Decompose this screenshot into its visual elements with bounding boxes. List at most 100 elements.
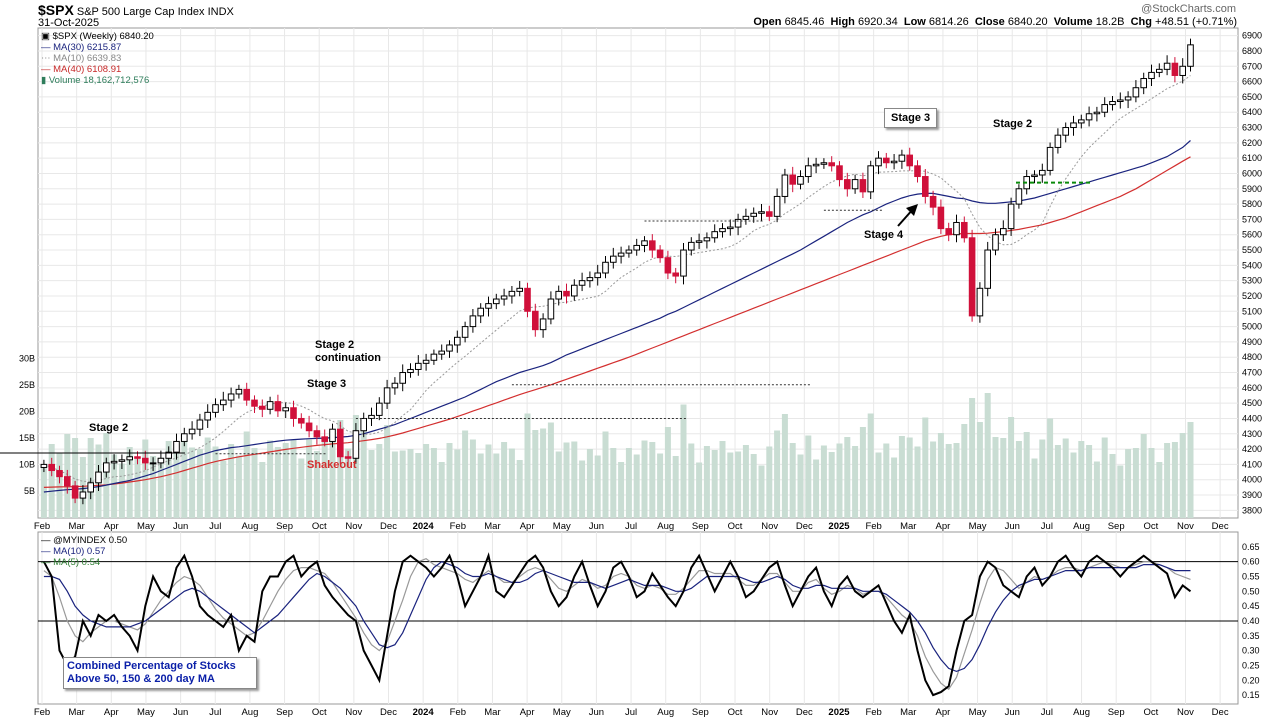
candle-down bbox=[290, 400, 297, 427]
candle-body bbox=[805, 165, 812, 178]
candle-body bbox=[235, 388, 243, 395]
price-x-tick-label: Nov bbox=[761, 521, 778, 532]
indicator-x-tick-label: Dec bbox=[380, 707, 397, 718]
price-x-tick-label: Jun bbox=[589, 521, 604, 532]
price-x-tick-label: Oct bbox=[312, 521, 327, 532]
candle-body bbox=[1101, 104, 1109, 113]
volume-bar bbox=[984, 393, 991, 518]
candle-down bbox=[945, 222, 953, 242]
volume-bar bbox=[384, 425, 391, 518]
indicator-tick-label: 0.30 bbox=[1242, 646, 1260, 656]
candle-body bbox=[563, 290, 570, 297]
candle-up bbox=[500, 288, 508, 306]
volume-bar bbox=[423, 444, 430, 518]
candle-body bbox=[1109, 101, 1116, 106]
volume-bar bbox=[1148, 448, 1155, 518]
annotation-stage2-2025: Stage 2 bbox=[993, 118, 1033, 130]
candle-body bbox=[1179, 65, 1187, 76]
volume-bar bbox=[805, 435, 812, 518]
volume-bar bbox=[688, 443, 695, 518]
candle-up bbox=[984, 241, 992, 297]
candle-up bbox=[469, 308, 477, 333]
candle-up bbox=[212, 398, 219, 418]
candle-down bbox=[305, 415, 313, 438]
candle-body bbox=[789, 174, 797, 185]
candle-up bbox=[477, 303, 484, 324]
volume-bar bbox=[852, 446, 859, 518]
volume-bar bbox=[594, 455, 601, 518]
candle-body bbox=[851, 179, 859, 190]
price-x-tick-label: 2024 bbox=[413, 521, 435, 532]
candle-body bbox=[929, 195, 937, 208]
candle-body bbox=[305, 422, 313, 432]
indicator-tick-label: 0.60 bbox=[1242, 557, 1260, 567]
candle-up bbox=[485, 296, 492, 317]
candle-down bbox=[71, 480, 79, 504]
candle-body bbox=[376, 402, 383, 416]
candle-body bbox=[251, 399, 258, 407]
price-x-tick-label: Apr bbox=[936, 521, 951, 532]
candle-up bbox=[1054, 128, 1062, 154]
candle-body bbox=[555, 290, 563, 300]
volume-bar bbox=[1125, 449, 1132, 518]
indicator-x-tick-label: Aug bbox=[1073, 707, 1090, 718]
volume-bar bbox=[672, 456, 679, 518]
candle-body bbox=[547, 298, 555, 320]
volume-bar bbox=[579, 460, 586, 518]
chg-value: +48.51 (+0.71%) bbox=[1155, 16, 1237, 28]
volume-bar bbox=[438, 462, 445, 518]
candle-up bbox=[547, 291, 555, 325]
legend-ma30-text: MA(30) 6215.87 bbox=[53, 42, 122, 53]
volume-bar bbox=[189, 447, 196, 518]
candle-body bbox=[1070, 122, 1077, 129]
high-value: 6920.34 bbox=[857, 16, 898, 28]
candle-body bbox=[321, 436, 328, 442]
candle-down bbox=[656, 245, 664, 263]
ma40-line bbox=[43, 156, 1191, 488]
volume-bar bbox=[930, 441, 937, 518]
candle-up bbox=[446, 340, 453, 358]
volume-bar bbox=[243, 431, 250, 518]
candle-body bbox=[415, 362, 422, 370]
candle-down bbox=[961, 216, 968, 243]
volume-bar bbox=[875, 452, 882, 518]
price-x-tick-label: Jul bbox=[1041, 521, 1053, 532]
candle-up bbox=[1140, 72, 1148, 95]
indicator-x-tick-label: May bbox=[553, 707, 571, 718]
indicator-box-line2: Above 50, 150 & 200 day MA bbox=[67, 673, 215, 685]
candle-down bbox=[906, 147, 914, 171]
price-tick-label: 6900 bbox=[1242, 31, 1262, 41]
candle-up bbox=[578, 272, 586, 292]
candle-body bbox=[438, 350, 445, 355]
ma30-line bbox=[43, 140, 1191, 493]
candle-body bbox=[844, 179, 851, 190]
volume-bar bbox=[898, 436, 905, 518]
candle-body bbox=[274, 401, 282, 412]
volume-bar bbox=[274, 447, 281, 518]
candle-body bbox=[212, 404, 219, 413]
volume-bar bbox=[524, 413, 531, 518]
close-label: Close bbox=[974, 16, 1005, 28]
volume-bar bbox=[1164, 443, 1171, 518]
indicator-x-tick-label: Feb bbox=[865, 707, 881, 718]
volume-bar bbox=[485, 444, 492, 518]
price-tick-label: 6800 bbox=[1242, 46, 1262, 56]
annotation-stage3-2023: Stage 3 bbox=[307, 378, 347, 390]
volume-bar bbox=[992, 437, 999, 518]
candle-body bbox=[1163, 62, 1171, 70]
candle-up bbox=[95, 465, 102, 492]
volume-bar bbox=[664, 427, 671, 518]
volume-bar bbox=[774, 430, 781, 518]
price-panel bbox=[37, 27, 1239, 519]
volume-bar bbox=[1171, 442, 1178, 518]
indicator-tick-label: 0.25 bbox=[1242, 660, 1260, 670]
price-x-tick-label: Mar bbox=[900, 521, 916, 532]
ind-legend-main-text: @MYINDEX 0.50 bbox=[53, 535, 128, 546]
indicator-x-tick-label: Aug bbox=[657, 707, 674, 718]
volume-bar bbox=[446, 443, 453, 518]
candle-up bbox=[40, 459, 48, 473]
candle-body bbox=[1007, 203, 1015, 230]
candle-body bbox=[883, 157, 890, 164]
candle-body bbox=[836, 165, 843, 181]
candle-down bbox=[883, 152, 890, 169]
